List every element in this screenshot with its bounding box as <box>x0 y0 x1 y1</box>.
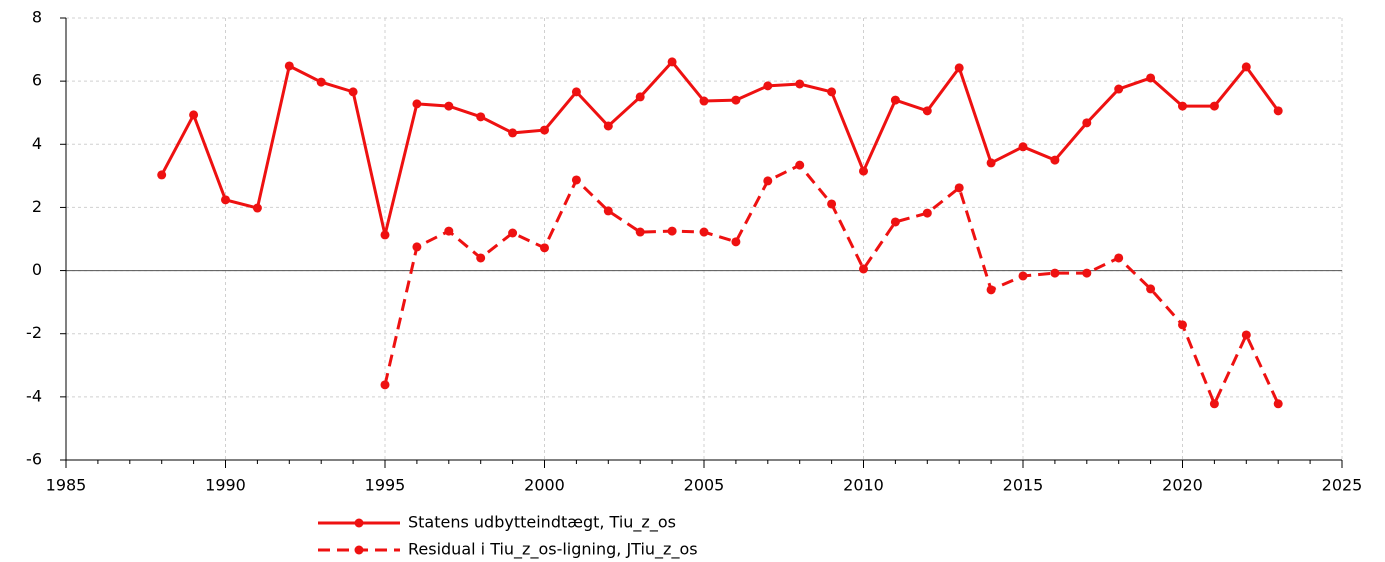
point <box>922 208 932 218</box>
point <box>667 57 677 67</box>
point <box>699 227 709 237</box>
x-tick-label: 1985 <box>46 476 87 495</box>
point <box>476 112 486 122</box>
x-tick-label: 2015 <box>1003 476 1044 495</box>
y-tick-label: 2 <box>32 197 42 216</box>
y-tick-label: 6 <box>32 71 42 90</box>
point <box>412 99 422 109</box>
point <box>1273 106 1283 116</box>
x-tick-label: 1990 <box>205 476 246 495</box>
point <box>540 243 549 253</box>
y-tick-label: 8 <box>32 8 42 27</box>
point <box>986 285 996 295</box>
point <box>1146 284 1156 294</box>
point <box>1018 271 1028 281</box>
point <box>1146 73 1156 83</box>
point <box>189 110 199 120</box>
point <box>1241 62 1251 72</box>
legend-label: Residual i Tiu_z_os-ligning, JTiu_z_os <box>408 540 698 560</box>
point <box>603 206 613 216</box>
point <box>859 166 868 176</box>
point <box>348 87 358 97</box>
point <box>795 160 805 170</box>
point <box>284 61 294 71</box>
x-tick-label: 2010 <box>843 476 884 495</box>
series-line <box>160 59 1280 236</box>
point <box>380 380 390 390</box>
point <box>859 264 868 274</box>
point <box>795 79 805 89</box>
point <box>316 77 326 87</box>
point <box>221 195 230 205</box>
point <box>508 228 518 238</box>
point <box>412 242 422 252</box>
point <box>571 87 581 97</box>
point <box>890 217 900 227</box>
point <box>476 253 486 263</box>
point <box>157 170 167 180</box>
point <box>1114 84 1124 94</box>
point <box>1050 155 1060 165</box>
point <box>1178 101 1187 111</box>
y-tick-label: -4 <box>26 386 42 405</box>
point <box>380 230 390 240</box>
x-tick-label: 2000 <box>524 476 565 495</box>
point <box>667 226 677 236</box>
point <box>1114 253 1124 263</box>
legend-marker <box>354 518 364 528</box>
point <box>508 128 518 138</box>
legend-marker <box>354 545 364 555</box>
point <box>731 237 741 247</box>
point <box>1178 320 1187 330</box>
point <box>699 96 709 106</box>
point <box>603 121 613 131</box>
point <box>922 106 932 116</box>
point <box>763 81 773 91</box>
point <box>444 101 454 111</box>
point <box>1050 268 1060 278</box>
point <box>763 176 773 186</box>
x-tick-label: 1995 <box>365 476 406 495</box>
legend-label: Statens udbytteindtægt, Tiu_z_os <box>408 513 676 533</box>
point <box>731 95 741 105</box>
x-tick-label: 2005 <box>684 476 725 495</box>
point <box>954 63 964 73</box>
y-tick-label: -2 <box>26 323 42 342</box>
x-tick-label: 2020 <box>1162 476 1203 495</box>
y-tick-label: -6 <box>26 450 42 469</box>
point <box>635 92 645 102</box>
point <box>827 199 837 209</box>
point <box>540 125 549 135</box>
point <box>635 227 645 237</box>
point <box>954 183 964 193</box>
point <box>1209 101 1219 111</box>
point <box>1082 118 1092 128</box>
point <box>571 175 581 185</box>
y-tick-label: 0 <box>32 260 42 279</box>
point <box>444 226 454 236</box>
point <box>1241 330 1251 340</box>
point <box>1082 268 1092 278</box>
point <box>890 95 900 105</box>
point <box>1209 399 1219 409</box>
x-tick-label: 2025 <box>1322 476 1363 495</box>
point <box>827 87 837 97</box>
y-tick-label: 4 <box>32 134 42 153</box>
point <box>252 203 262 213</box>
point <box>1018 142 1028 152</box>
point <box>1273 399 1283 409</box>
point <box>986 158 996 168</box>
